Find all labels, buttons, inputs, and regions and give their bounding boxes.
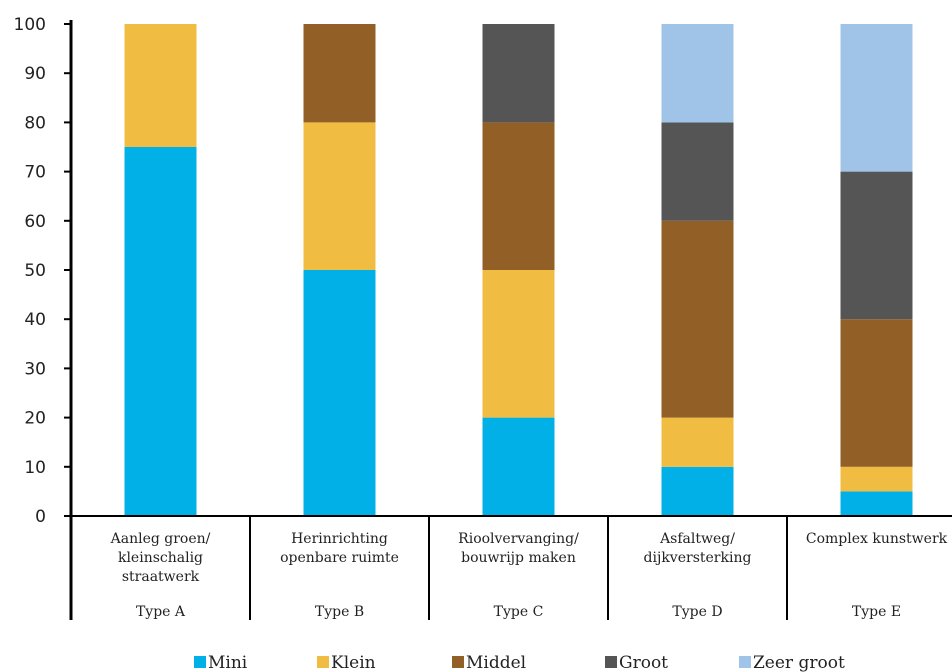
legend-swatch-klein	[317, 656, 329, 668]
category-label-line: bouwrijp maken	[461, 550, 576, 566]
category-label-line: kleinschalig	[118, 550, 203, 566]
category-label-line: Aanleg groen/	[110, 531, 211, 547]
bar-type-e-middel	[840, 319, 913, 467]
y-tick-label: 0	[35, 507, 46, 527]
bar-type-c-middel	[482, 122, 555, 271]
category-label-line: openbare ruimte	[280, 550, 399, 566]
bar-type-d-groot	[661, 122, 734, 221]
legend-swatch-groot	[605, 656, 617, 668]
bar-type-b-mini	[303, 270, 376, 516]
y-tick-label: 50	[24, 261, 46, 281]
bar-type-d-mini	[661, 466, 734, 516]
y-tick-label: 90	[24, 64, 46, 84]
legend-label-mini: Mini	[208, 653, 248, 672]
legend-label-zeer-groot: Zeer groot	[753, 653, 845, 672]
legend-swatch-zeer-groot	[739, 656, 751, 668]
y-axis-ticks: 0 10 20 30 40 50 60 70 80 90 100	[14, 15, 71, 527]
category-type-label: Type B	[315, 604, 364, 620]
category-type-label: Type A	[136, 604, 186, 620]
legend: Mini Klein Middel Groot Zeer groot	[194, 653, 845, 672]
y-tick-label: 60	[24, 212, 46, 232]
y-tick-label: 20	[24, 409, 46, 429]
category-label-line: Asfaltweg/	[659, 531, 735, 547]
y-tick-label: 40	[24, 310, 46, 330]
y-tick-label: 100	[14, 15, 46, 35]
legend-label-groot: Groot	[619, 653, 668, 672]
category-type-label: Type D	[672, 604, 722, 620]
y-tick-label: 80	[24, 113, 46, 133]
bar-type-e-zeer-groot	[840, 24, 913, 172]
bar-type-d-klein	[661, 417, 734, 467]
legend-swatch-mini	[194, 656, 206, 668]
legend-label-klein: Klein	[331, 653, 376, 672]
bar-type-d-zeer-groot	[661, 24, 734, 123]
legend-swatch-middel	[452, 656, 464, 668]
category-label-line: Complex kunstwerk	[806, 531, 948, 547]
category-labels: Aanleg groen/kleinschalig straatwerk Type …	[110, 531, 948, 620]
category-label-line: straatwerk	[122, 569, 200, 585]
bar-type-a-klein	[124, 24, 197, 147]
bar-type-c-mini	[482, 417, 555, 516]
category-label-line: Herinrichting	[291, 531, 388, 547]
bar-type-c-groot	[482, 24, 555, 123]
category-type-label: Type C	[494, 604, 544, 620]
legend-label-middel: Middel	[466, 653, 526, 672]
category-label-line: dijkversterking	[644, 550, 752, 566]
bar-type-e-klein	[840, 466, 913, 492]
bar-type-a-mini	[124, 147, 197, 516]
bar-type-b-klein	[303, 122, 376, 271]
y-tick-label: 10	[24, 458, 46, 478]
category-type-label: Type E	[852, 604, 901, 620]
bar-type-e-groot	[840, 171, 913, 320]
bar-type-d-middel	[661, 220, 734, 418]
bar-type-e-mini	[840, 491, 913, 516]
bar-type-c-klein	[482, 270, 555, 418]
category-label-line: Rioolvervanging/	[458, 531, 579, 547]
y-tick-label: 30	[24, 359, 46, 379]
bar-type-b-middel	[303, 24, 376, 123]
bars-layer	[124, 24, 913, 516]
y-tick-label: 70	[24, 163, 46, 183]
